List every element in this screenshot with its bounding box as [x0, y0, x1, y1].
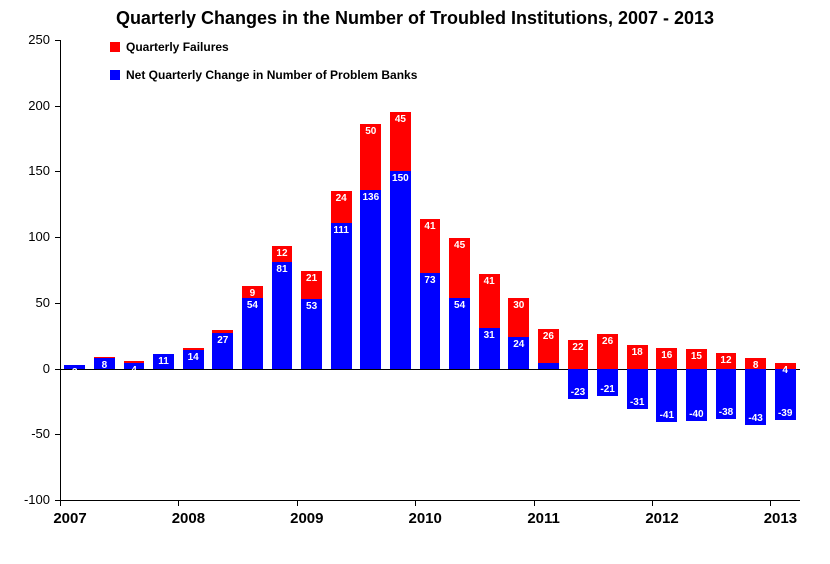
bar-label-failures: 12 — [716, 355, 737, 366]
bar-label-problem: 14 — [183, 352, 204, 363]
y-tick-mark — [55, 106, 60, 107]
x-axis-line — [60, 500, 800, 501]
bar-label-problem: 8 — [94, 360, 115, 371]
x-tick-mark — [60, 500, 61, 506]
bar-label-failures: 9 — [242, 288, 263, 299]
y-tick-label: 150 — [15, 163, 50, 178]
bar-label-failures: 4 — [775, 365, 796, 376]
bar-label-failures: 21 — [301, 273, 322, 284]
bar-failures — [212, 330, 233, 333]
x-year-label: 2008 — [172, 510, 205, 527]
bar-label-problem: 150 — [390, 173, 411, 184]
bar-label-problem: 54 — [449, 300, 470, 311]
x-year-label: 2013 — [764, 510, 797, 527]
bar-label-problem: -43 — [745, 413, 766, 424]
bar-problem — [420, 273, 441, 369]
x-tick-mark — [297, 500, 298, 506]
x-tick-mark — [178, 500, 179, 506]
y-tick-mark — [55, 303, 60, 304]
bar-label-problem: 31 — [479, 330, 500, 341]
y-tick-label: -50 — [15, 426, 50, 441]
bar-label-problem: 136 — [360, 192, 381, 203]
x-tick-mark — [652, 500, 653, 506]
x-year-label: 2012 — [645, 510, 678, 527]
x-year-label: 2011 — [527, 510, 560, 527]
bar-label-problem: -21 — [597, 384, 618, 395]
bar-problem — [360, 190, 381, 369]
bar-label-problem: -40 — [686, 409, 707, 420]
bar-label-problem: -31 — [627, 397, 648, 408]
bar-label-failures: 8 — [745, 360, 766, 371]
bar-label-failures: 45 — [390, 114, 411, 125]
bar-label-problem: 24 — [508, 339, 529, 350]
bar-failures — [124, 361, 145, 364]
bar-failures — [183, 348, 204, 351]
y-axis-line — [60, 40, 61, 500]
x-tick-mark — [770, 500, 771, 506]
bar-label-problem: -41 — [656, 410, 677, 421]
y-tick-mark — [55, 237, 60, 238]
x-year-label: 2007 — [53, 510, 86, 527]
bar-label-problem: 73 — [420, 275, 441, 286]
bar-label-problem: 81 — [272, 264, 293, 275]
bar-problem — [272, 262, 293, 368]
bar-label-problem: 53 — [301, 301, 322, 312]
x-tick-mark — [415, 500, 416, 506]
bar-label-failures: 16 — [656, 350, 677, 361]
y-tick-label: -100 — [15, 492, 50, 507]
y-tick-mark — [55, 171, 60, 172]
y-tick-mark — [55, 40, 60, 41]
bar-label-problem: -39 — [775, 408, 796, 419]
x-year-label: 2010 — [409, 510, 442, 527]
bar-label-problem: 54 — [242, 300, 263, 311]
bar-label-failures: 26 — [538, 331, 559, 342]
x-tick-mark — [534, 500, 535, 506]
bar-label-problem: 11 — [153, 356, 174, 367]
bar-label-failures: 12 — [272, 248, 293, 259]
y-tick-label: 250 — [15, 32, 50, 47]
bar-label-problem: 3 — [64, 367, 85, 378]
bar-label-problem: 111 — [331, 225, 352, 236]
y-tick-label: 0 — [15, 361, 50, 376]
bar-label-failures: 15 — [686, 351, 707, 362]
y-tick-label: 100 — [15, 229, 50, 244]
bar-problem — [390, 171, 411, 368]
bar-label-failures: 41 — [420, 221, 441, 232]
bar-label-failures: 22 — [568, 342, 589, 353]
plot-area: -100-50050100150200250384111427549811253… — [60, 40, 800, 500]
x-year-label: 2009 — [290, 510, 323, 527]
bar-label-problem: -23 — [568, 387, 589, 398]
bar-label-failures: 45 — [449, 240, 470, 251]
bar-failures — [94, 357, 115, 358]
bar-label-problem: 4 — [124, 365, 145, 376]
bar-label-problem: 27 — [212, 335, 233, 346]
bar-label-failures: 18 — [627, 347, 648, 358]
y-tick-label: 50 — [15, 295, 50, 310]
bar-label-failures: 50 — [360, 126, 381, 137]
y-tick-mark — [55, 434, 60, 435]
bar-label-failures: 26 — [597, 336, 618, 347]
bar-label-failures: 30 — [508, 300, 529, 311]
chart-container: Quarterly Changes in the Number of Troub… — [0, 0, 830, 564]
y-tick-label: 200 — [15, 98, 50, 113]
bar-problem — [538, 363, 559, 368]
bar-label-failures: 41 — [479, 276, 500, 287]
bar-problem — [331, 223, 352, 369]
bar-label-failures: 24 — [331, 193, 352, 204]
chart-title: Quarterly Changes in the Number of Troub… — [0, 8, 830, 29]
bar-label-problem: -38 — [716, 407, 737, 418]
